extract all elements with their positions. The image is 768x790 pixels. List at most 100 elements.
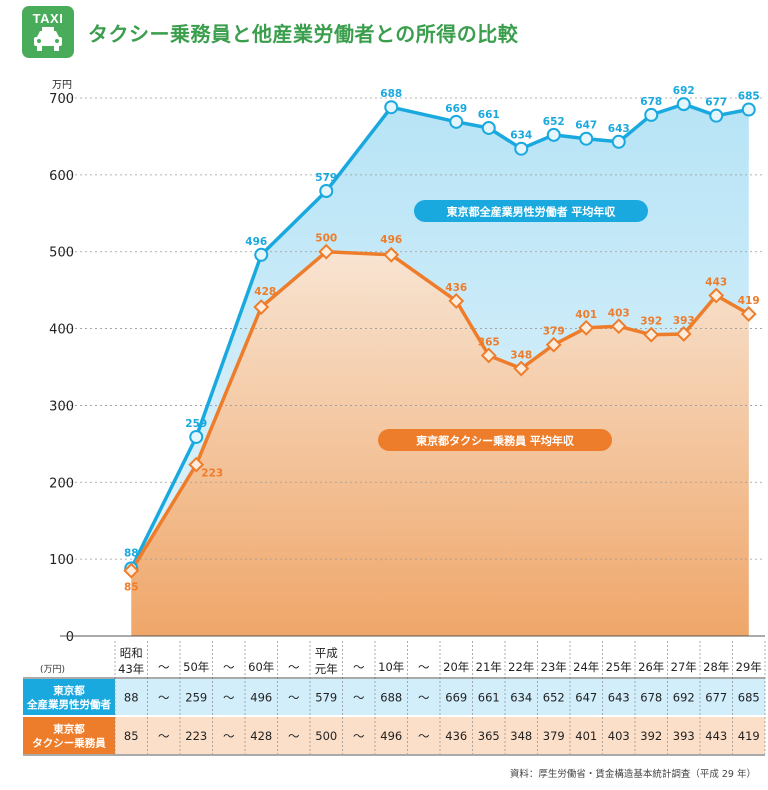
x-tick-label: 24年 (573, 660, 599, 674)
worker-data-label: 259 (185, 418, 207, 430)
worker-data-label: 677 (705, 97, 727, 109)
y-tick-label: 100 (49, 553, 74, 568)
x-tick-label: 25年 (606, 660, 632, 674)
worker-data-label: 692 (673, 85, 695, 97)
worker-table-cell: 496 (250, 691, 272, 705)
taxi-income-point (675, 326, 692, 342)
y-tick-label: 200 (49, 476, 74, 491)
taxi-badge: TAXI (22, 6, 74, 58)
worker-table-cell: 685 (738, 691, 760, 705)
taxi-income-point (318, 243, 335, 260)
x-tick-label: 〜 (223, 660, 235, 674)
x-tick-label: 〜 (418, 660, 430, 674)
worker-data-label: 685 (738, 91, 760, 103)
taxi-income-point (383, 246, 400, 263)
taxi-data-label: 379 (543, 326, 565, 338)
worker-income-point (644, 107, 659, 122)
worker-income-point (189, 429, 204, 444)
worker-income-point (254, 247, 269, 262)
worker-data-label: 496 (245, 236, 267, 248)
worker-table-cell: 677 (705, 691, 727, 705)
x-tick-label: 26年 (638, 660, 664, 674)
taxi-table-cell: 443 (705, 729, 727, 743)
taxi-table-cell: 379 (543, 729, 565, 743)
x-tick-label: 22年 (508, 660, 534, 674)
worker-data-label: 647 (575, 120, 597, 132)
taxi-table-cell: 85 (124, 729, 139, 743)
taxi-data-label: 496 (380, 234, 402, 246)
worker-income-point (319, 183, 334, 198)
y-tick-label: 0 (66, 630, 74, 645)
taxi-income-point (188, 456, 205, 473)
taxi-table-cell: 401 (575, 729, 597, 743)
worker-data-label: 688 (380, 88, 402, 100)
taxi-data-label: 419 (738, 295, 760, 307)
x-tick-label: 〜 (158, 660, 170, 674)
x-tick-label: 23年 (541, 660, 567, 674)
taxi-table-cell: 428 (250, 729, 272, 743)
worker-data-label: 643 (608, 123, 630, 135)
worker-table-cell: 669 (445, 691, 467, 705)
table-row-taxi-bg (23, 717, 765, 754)
x-tick-label: 60年 (248, 660, 274, 674)
taxi-icon (34, 27, 62, 51)
source-note: 資料：厚生労働省・賃金構造基本統計調査（平成 29 年） (509, 769, 756, 780)
worker-table-cell: 〜 (158, 691, 170, 705)
taxi-income-point (610, 318, 627, 335)
x-tick-label: 50年 (183, 660, 209, 674)
worker-data-label: 88 (124, 547, 139, 559)
taxi-income-point (740, 306, 757, 322)
x-tick-label: 27年 (671, 660, 697, 674)
taxi-income-point (643, 326, 660, 343)
taxi-data-label: 393 (673, 315, 695, 327)
table-row-worker-bg (23, 679, 765, 715)
table-rowhead-worker (23, 679, 115, 715)
worker-table-cell: 634 (510, 691, 532, 705)
x-tick-label: 20年 (443, 660, 469, 674)
taxi-data-label: 392 (640, 316, 662, 328)
taxi-table-cell: 〜 (288, 729, 300, 743)
taxi-table-cell: 〜 (418, 729, 430, 743)
legend-taxi-label: 東京都タクシー乗務員 平均年収 (416, 434, 575, 448)
table-rowhead-taxi (23, 717, 115, 754)
worker-table-cell: 〜 (288, 691, 300, 705)
x-tick-label: 昭和 (120, 646, 143, 660)
taxi-income-point (123, 562, 140, 579)
taxi-table-cell: 223 (185, 729, 207, 743)
worker-data-label: 634 (510, 130, 532, 142)
worker-income-point (709, 108, 724, 123)
worker-income-point (514, 141, 529, 156)
taxi-table-cell: 365 (478, 729, 500, 743)
table-rowhead-taxi-label: 東京都 (53, 723, 85, 736)
worker-table-cell: 647 (575, 691, 597, 705)
taxi-income-point (448, 292, 465, 309)
x-tick-label: 28年 (703, 660, 729, 674)
taxi-data-label: 85 (124, 582, 139, 594)
taxi-data-label: 436 (445, 282, 467, 294)
worker-income-point (676, 97, 691, 112)
taxi-data-label: 500 (315, 233, 337, 245)
x-tick-label: 〜 (288, 660, 300, 674)
taxi-table-cell: 〜 (223, 729, 235, 743)
table-unit-label: (万円) (40, 664, 65, 675)
worker-table-cell: 〜 (418, 691, 430, 705)
table-rowhead-worker-label: 全産業男性労働者 (26, 698, 111, 711)
taxi-table-cell: 392 (640, 729, 662, 743)
taxi-data-label: 348 (510, 350, 532, 362)
page-title: タクシー乗務員と他産業労働者との所得の比較 (88, 22, 519, 46)
worker-table-cell: 88 (124, 691, 139, 705)
taxi-data-label: 401 (575, 309, 597, 321)
legend-worker-label: 東京都全産業男性労働者 平均年収 (447, 205, 617, 219)
taxi-income-point (578, 319, 595, 336)
table-rowhead-worker-label: 東京都 (53, 684, 85, 697)
worker-table-cell: 661 (478, 691, 500, 705)
worker-income-point (741, 102, 756, 117)
legend-taxi-pill (378, 429, 612, 451)
taxi-income-point (480, 347, 497, 364)
worker-data-label: 661 (478, 109, 500, 121)
taxi-data-label: 365 (478, 336, 500, 348)
legend-worker-pill (414, 200, 648, 222)
taxi-data-label: 403 (608, 307, 630, 319)
taxi-table-cell: 348 (510, 729, 532, 743)
